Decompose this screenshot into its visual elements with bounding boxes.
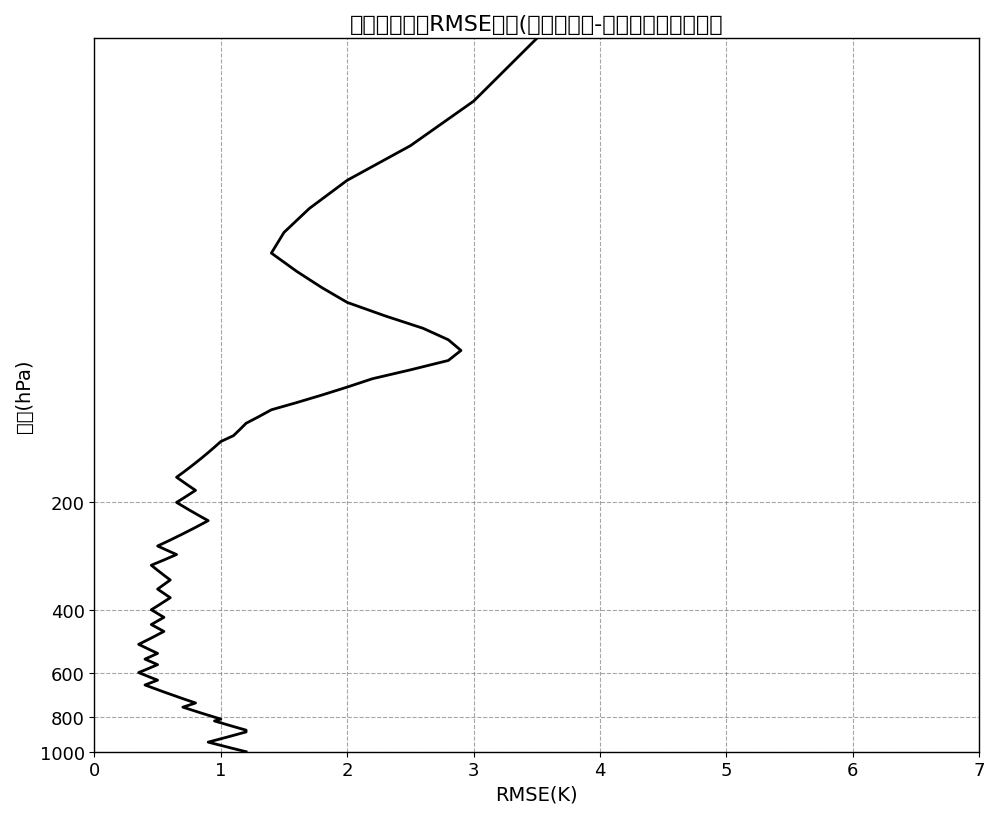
Title: 大气温度反演RMSE廓线(可见度函数-大气温度直接反演）: 大气温度反演RMSE廓线(可见度函数-大气温度直接反演） — [350, 15, 724, 35]
Y-axis label: 压强(hPa): 压强(hPa) — [15, 359, 34, 432]
X-axis label: RMSE(K): RMSE(K) — [496, 785, 578, 804]
